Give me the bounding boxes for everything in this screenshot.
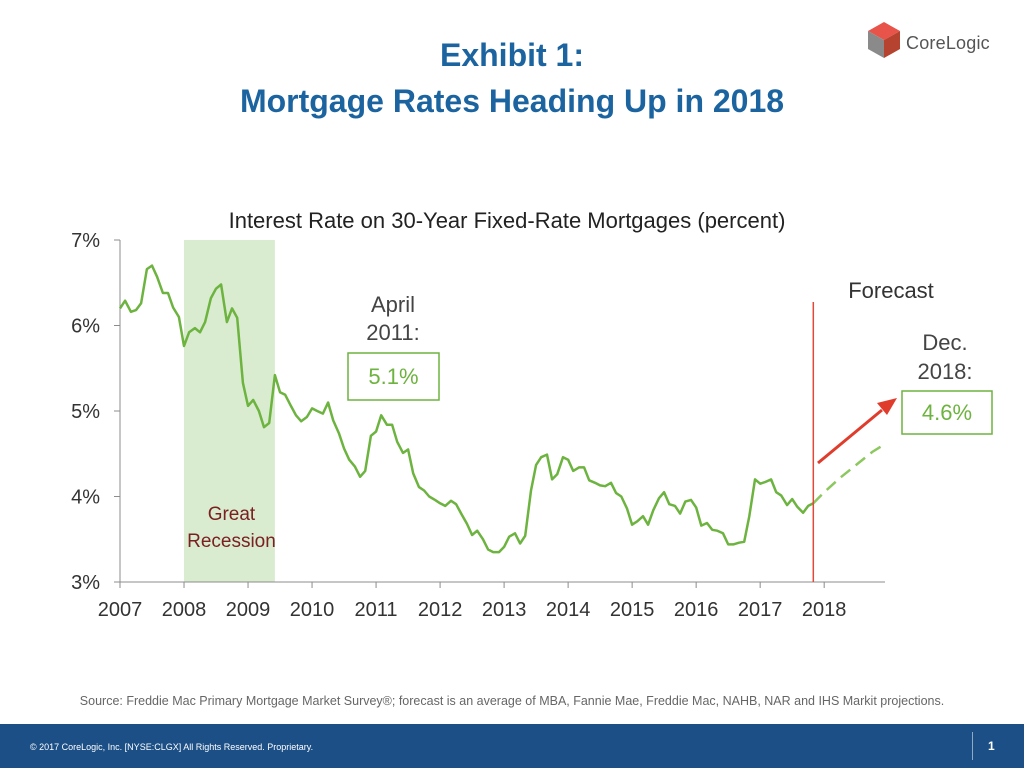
annotation-dec-line-1: Dec.	[922, 330, 967, 355]
y-tick-label: 5%	[71, 401, 100, 423]
y-tick-label: 7%	[71, 230, 100, 252]
series-forecast-line	[812, 444, 884, 505]
y-axis-ticks: 3% 4% 5% 6% 7%	[71, 230, 120, 594]
source-note: Source: Freddie Mac Primary Mortgage Mar…	[79, 694, 945, 708]
x-tick-label: 2008	[162, 599, 207, 621]
slide-title-line-2: Mortgage Rates Heading Up in 2018	[239, 83, 785, 119]
series-historical-line	[118, 264, 814, 554]
x-tick-label: 2010	[290, 599, 335, 621]
trend-arrow	[817, 398, 897, 465]
x-tick-label: 2012	[418, 599, 463, 621]
recession-label-line-1: Great	[208, 504, 256, 525]
x-tick-label: 2017	[738, 599, 783, 621]
x-tick-label: 2011	[355, 599, 398, 621]
annotation-april-line-1: April	[371, 292, 415, 317]
trend-arrow-shaft	[817, 408, 883, 465]
annotation-dec-box	[901, 390, 993, 435]
y-tick-label: 6%	[71, 316, 100, 338]
y-tick-label: 4%	[71, 487, 100, 509]
x-tick-label: 2014	[546, 599, 591, 621]
logo-wordmark: CoreLogic	[906, 33, 990, 53]
footer-bar: © 2017 CoreLogic, Inc. [NYSE:CLGX] All R…	[0, 724, 1024, 768]
x-axis-ticks: 2007 2008 2009 2010 2011 2012 2013 2014 2015 2016…	[98, 582, 847, 621]
annotation-dec-value: 4.6%	[922, 400, 972, 425]
trend-arrow-head	[877, 398, 897, 415]
slide-title-line-1: Exhibit 1:	[439, 37, 584, 73]
recession-label: Great Recession	[187, 504, 276, 552]
page-number: 1	[988, 739, 995, 753]
x-tick-label: 2018	[802, 599, 847, 621]
copyright-text: © 2017 CoreLogic, Inc. [NYSE:CLGX] All R…	[30, 742, 314, 752]
x-tick-label: 2016	[674, 599, 719, 621]
x-tick-label: 2015	[610, 599, 655, 621]
corelogic-logo: CoreLogic	[866, 20, 1016, 64]
chart-title: Interest Rate on 30-Year Fixed-Rate Mort…	[229, 208, 786, 233]
recession-label-line-2: Recession	[187, 531, 276, 552]
y-tick-label: 3%	[71, 572, 100, 594]
annotation-april-2011: April 2011: 5.1%	[347, 292, 440, 401]
x-tick-label: 2009	[226, 599, 271, 621]
annotation-dec-2018: Dec. 2018: 4.6%	[901, 330, 993, 435]
corelogic-cube-icon	[868, 22, 900, 58]
footer-divider	[972, 732, 973, 760]
annotation-april-box	[347, 352, 440, 401]
annotation-april-value: 5.1%	[368, 364, 418, 389]
annotation-april-line-2: 2011:	[366, 320, 419, 345]
annotation-dec-line-2: 2018:	[917, 359, 972, 384]
x-tick-label: 2013	[482, 599, 527, 621]
mortgage-rate-chart: 3%4%5%6%7% 2007 2008 2009 2010 2011 2012 2013 2…	[71, 208, 993, 621]
forecast-label: Forecast	[848, 278, 934, 303]
x-tick-label: 2007	[98, 599, 143, 621]
